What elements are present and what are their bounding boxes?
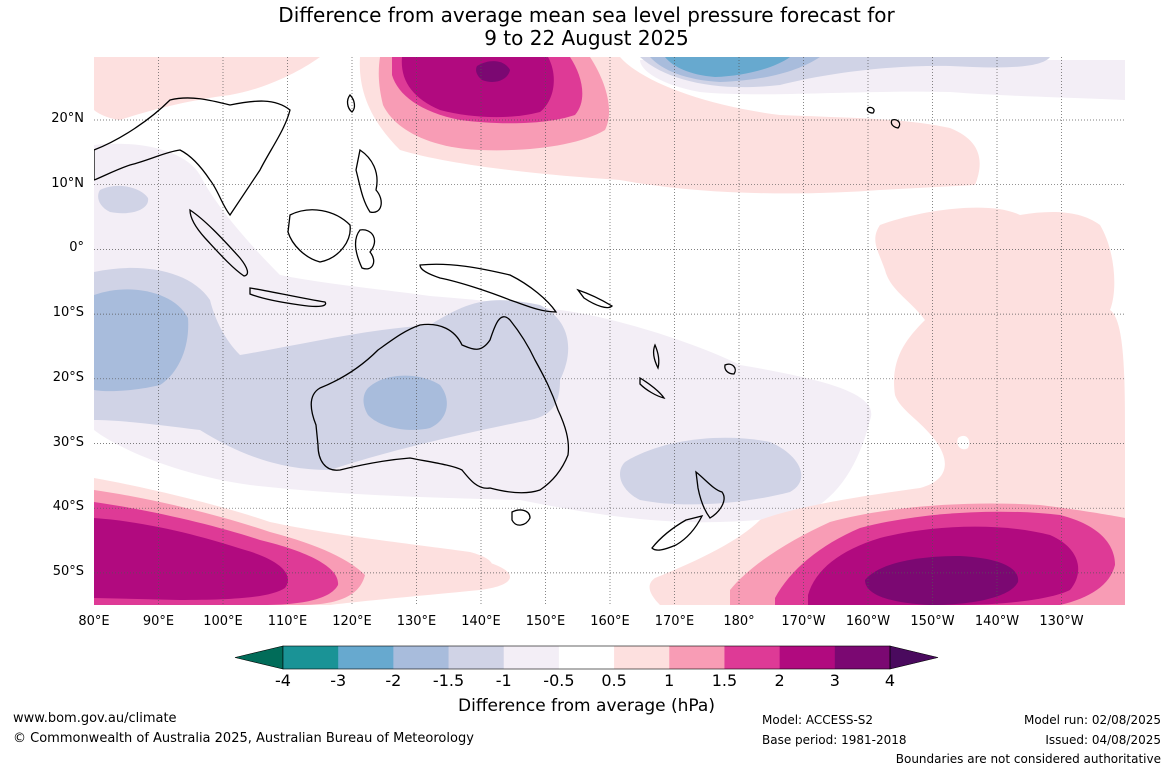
fiji-coastline — [724, 363, 736, 375]
longitude-label: 140°W — [974, 614, 1020, 629]
new-zealand-south-coastline — [651, 515, 704, 551]
longitude-label: 160°W — [845, 614, 891, 629]
new-zealand-north-coastline — [695, 470, 725, 519]
anomaly-region-neg-1.5-indian — [94, 289, 189, 392]
latitude-label: 50°S — [52, 563, 84, 579]
new-guinea-coastline — [419, 263, 558, 313]
colorbar-segment — [503, 646, 560, 669]
model-run-date: Model run: 02/08/2025 — [1023, 713, 1161, 727]
longitude-label: 160°E — [590, 614, 630, 629]
colorbar-tick-label: 4 — [884, 671, 896, 690]
latitude-label: 20°N — [51, 111, 84, 126]
anomaly-region-neg-2-north — [665, 57, 790, 77]
longitude-label: 100°E — [203, 614, 243, 629]
colorbar-segment — [393, 646, 450, 669]
longitude-label: 90°E — [142, 614, 175, 629]
colorbar-segment — [724, 646, 781, 669]
colorbar-tick-label: -0.5 — [543, 671, 575, 690]
colorbar-tick-label: -2 — [385, 671, 402, 690]
philippines-coastline — [355, 148, 382, 213]
colorbar-tick-label: 1.5 — [711, 671, 738, 690]
colorbar-tick-label: 1 — [664, 671, 675, 690]
new-caledonia-coastline — [639, 376, 666, 400]
colorbar-tick-label: -3 — [330, 671, 347, 690]
colorbar-segment — [669, 646, 725, 669]
anomaly-region-neg-1-bengal — [98, 185, 149, 214]
anomaly-region-pos-3-spac — [865, 556, 1019, 605]
colorbar-segment — [558, 646, 615, 669]
colorbar-tick-label: -1 — [495, 671, 512, 690]
colorbar-label: Difference from average (hPa) — [458, 696, 715, 716]
colorbar-tick-label: -4 — [275, 671, 291, 690]
colorbar-segment — [614, 646, 670, 669]
longitude-label: 180° — [723, 614, 755, 629]
colorbar-tick-label: 0.5 — [601, 671, 627, 690]
solomon-islands-coastline — [576, 288, 614, 309]
issued-date: Issued: 04/08/2025 — [1045, 733, 1161, 747]
colorbar-extend-high — [889, 645, 939, 670]
hainan-taiwan-coastline — [346, 94, 356, 113]
australia-coastline — [310, 316, 570, 494]
anomaly-region-white-hole — [957, 435, 970, 450]
model-name: Model: ACCESS-S2 — [762, 713, 874, 727]
colorbar-segment — [834, 646, 891, 669]
borneo-coastline — [287, 209, 351, 263]
base-period: Base period: 1981-2018 — [762, 733, 907, 747]
vanuatu-coastline — [652, 343, 660, 370]
longitude-label: 170°E — [654, 614, 695, 629]
copyright-text: © Commonwealth of Australia 2025, Austra… — [13, 731, 474, 746]
tasmania-coastline — [511, 509, 531, 526]
colorbar-extend-low — [234, 645, 284, 670]
longitude-label: 140°E — [461, 614, 501, 629]
hawaii-coastline — [866, 106, 901, 129]
graticule — [94, 57, 1125, 605]
colorbar-tick-label: 3 — [829, 671, 840, 690]
anomaly-region-pos-2-sind — [94, 518, 289, 600]
anomaly-region-pos-2-npac — [401, 57, 554, 118]
colorbar-segment — [338, 646, 394, 669]
latitude-label: 10°N — [51, 175, 84, 191]
longitude-label: 150°E — [525, 614, 566, 629]
longitude-label: 130°E — [396, 614, 437, 629]
mainland-se-asia-coastline — [94, 97, 291, 217]
colorbar-segment — [779, 646, 836, 669]
colorbar-tick-label: -1.5 — [432, 671, 465, 690]
longitude-label: 120°E — [332, 614, 372, 629]
longitude-label: 110°E — [267, 614, 308, 629]
anomaly-region-neg-1-nz — [620, 437, 802, 505]
boundaries-disclaimer: Boundaries are not considered authoritat… — [895, 752, 1161, 766]
anomaly-region-pos-0.5-spac — [94, 207, 1125, 605]
latitude-label: 20°S — [52, 369, 84, 385]
sumatra-coastline — [189, 208, 249, 277]
longitude-label: 150°W — [910, 614, 955, 629]
sulawesi-coastline — [354, 229, 376, 270]
colorbar-segment — [283, 646, 339, 669]
coastlines — [94, 94, 901, 551]
colorbar-frame — [282, 645, 891, 670]
website-link[interactable]: www.bom.gov.au/climate — [13, 711, 177, 726]
anomaly-region-neg-1.5-australia — [363, 375, 447, 430]
map-title-line2: 9 to 22 August 2025 — [484, 26, 689, 50]
longitude-label: 130°W — [1039, 614, 1084, 629]
colorbar-tick-label: 2 — [774, 671, 785, 690]
latitude-label: 0° — [69, 240, 84, 256]
latitude-label: 30°S — [52, 434, 84, 450]
anomaly-region-neg-1-west — [94, 267, 569, 470]
latitude-label: 10°S — [52, 305, 84, 321]
longitude-label: 170°W — [781, 614, 826, 629]
java-coastline — [249, 287, 327, 308]
longitude-label: 80°E — [78, 614, 110, 629]
latitude-label: 40°S — [52, 499, 84, 515]
anomaly-region-pos-3-npac — [476, 61, 510, 82]
map-title-line1: Difference from average mean sea level p… — [278, 3, 895, 27]
colorbar-segment — [448, 646, 505, 669]
anomaly-region-pos-0.5-nw — [94, 57, 320, 120]
anomaly-fields — [94, 57, 1125, 605]
